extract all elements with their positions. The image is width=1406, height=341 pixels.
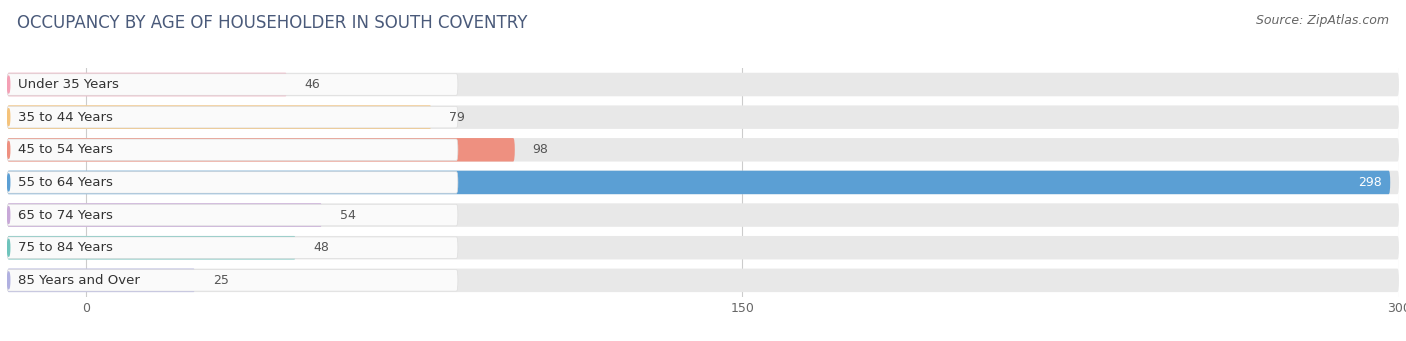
FancyBboxPatch shape [7,236,295,260]
Text: 298: 298 [1358,176,1382,189]
Text: 98: 98 [533,143,548,156]
FancyBboxPatch shape [7,105,1399,129]
FancyBboxPatch shape [7,203,1399,227]
Text: 55 to 64 Years: 55 to 64 Years [18,176,114,189]
FancyBboxPatch shape [7,236,1399,260]
Text: 54: 54 [340,209,356,222]
Circle shape [7,174,10,191]
Text: 48: 48 [314,241,329,254]
FancyBboxPatch shape [7,204,458,226]
FancyBboxPatch shape [7,171,1391,194]
Text: 85 Years and Over: 85 Years and Over [18,274,141,287]
FancyBboxPatch shape [7,237,458,258]
FancyBboxPatch shape [7,172,458,193]
Circle shape [7,207,10,224]
Text: 79: 79 [449,111,465,124]
FancyBboxPatch shape [7,270,458,291]
FancyBboxPatch shape [7,203,322,227]
FancyBboxPatch shape [7,74,458,95]
FancyBboxPatch shape [7,269,195,292]
FancyBboxPatch shape [7,171,1399,194]
FancyBboxPatch shape [7,73,1399,96]
Text: 25: 25 [212,274,229,287]
FancyBboxPatch shape [7,138,1399,162]
FancyBboxPatch shape [7,106,458,128]
Text: Under 35 Years: Under 35 Years [18,78,120,91]
Text: Source: ZipAtlas.com: Source: ZipAtlas.com [1256,14,1389,27]
Circle shape [7,141,10,158]
Text: 45 to 54 Years: 45 to 54 Years [18,143,114,156]
Text: OCCUPANCY BY AGE OF HOUSEHOLDER IN SOUTH COVENTRY: OCCUPANCY BY AGE OF HOUSEHOLDER IN SOUTH… [17,14,527,32]
FancyBboxPatch shape [7,138,515,162]
Text: 65 to 74 Years: 65 to 74 Years [18,209,114,222]
FancyBboxPatch shape [7,73,287,96]
Text: 35 to 44 Years: 35 to 44 Years [18,111,114,124]
FancyBboxPatch shape [7,105,432,129]
Circle shape [7,239,10,256]
Circle shape [7,76,10,93]
Circle shape [7,109,10,125]
FancyBboxPatch shape [7,269,1399,292]
Text: 75 to 84 Years: 75 to 84 Years [18,241,114,254]
FancyBboxPatch shape [7,139,458,161]
Circle shape [7,272,10,289]
Text: 46: 46 [305,78,321,91]
